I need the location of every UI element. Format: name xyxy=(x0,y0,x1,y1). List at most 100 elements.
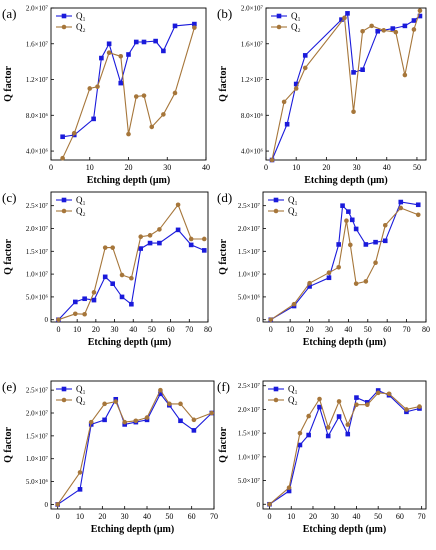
legend-entry: Q₁ xyxy=(291,11,301,21)
x-tick-label: 20 xyxy=(322,163,330,172)
data-point xyxy=(381,28,387,33)
data-point xyxy=(345,431,351,437)
legend-entry: Q₂ xyxy=(76,206,86,216)
data-point xyxy=(317,404,322,410)
y-tick-label: 2.0×10⁷ xyxy=(241,5,264,13)
legend-entry: Q₁ xyxy=(76,11,86,21)
x-axis-label: Etching depth (μm) xyxy=(91,524,174,535)
x-tick-label: 20 xyxy=(125,163,133,172)
data-point xyxy=(302,53,308,58)
x-tick-label: 70 xyxy=(210,512,218,521)
data-point xyxy=(188,242,194,248)
data-point xyxy=(345,422,351,427)
x-tick-label: 30 xyxy=(111,325,119,334)
y-tick-label: 1.5×10⁷ xyxy=(26,432,49,440)
x-tick-label: 30 xyxy=(121,512,129,521)
data-point xyxy=(382,222,388,228)
data-point xyxy=(95,84,100,89)
data-point xyxy=(88,419,94,425)
legend-entry: Q₂ xyxy=(291,22,301,32)
data-point xyxy=(269,157,275,163)
data-point xyxy=(351,70,356,75)
x-tick-label: 0 xyxy=(269,325,273,334)
x-tick-label: 0 xyxy=(268,512,272,521)
y-tick-label: 8.0×10⁶ xyxy=(26,112,49,120)
data-point xyxy=(201,248,207,253)
x-axis-label: Etching depth (μm) xyxy=(303,524,386,535)
data-point xyxy=(106,41,112,47)
chart-panel: (b) 0 10 20 30 40 50 4.0×10⁶ 8.0×10⁶ 1.2×10⁷ 1.6×1… xyxy=(217,5,427,186)
x-tick-label: 60 xyxy=(167,325,175,334)
data-point xyxy=(363,242,369,247)
data-point xyxy=(129,275,134,281)
data-point xyxy=(402,72,408,78)
legend-marker xyxy=(61,397,67,403)
y-tick-label: 1.6×10⁷ xyxy=(26,40,49,48)
data-point xyxy=(373,239,378,245)
data-point xyxy=(141,93,147,98)
data-point xyxy=(325,425,331,430)
data-point xyxy=(126,131,131,137)
data-point xyxy=(375,28,380,34)
data-point xyxy=(138,234,144,240)
legend-entry: Q₂ xyxy=(288,206,298,216)
y-tick-label: 0 xyxy=(45,316,49,324)
data-point xyxy=(306,413,311,419)
x-tick-label: 40 xyxy=(383,163,391,172)
y-tick-label: 5.0×10⁶ xyxy=(238,293,261,301)
data-point xyxy=(342,15,347,21)
data-point xyxy=(113,399,119,404)
legend-entry: Q₂ xyxy=(76,395,86,405)
y-tick-label: 2.5×10⁷ xyxy=(26,202,49,210)
x-tick-label: 70 xyxy=(185,325,193,334)
legend-marker xyxy=(276,13,282,19)
data-point xyxy=(118,53,124,59)
legend-entry: Q₁ xyxy=(76,195,86,205)
x-axis-label: Etching depth (μm) xyxy=(87,175,170,186)
y-tick-label: 1.5×10⁷ xyxy=(26,248,49,256)
data-point xyxy=(404,407,409,412)
series-line xyxy=(269,389,420,505)
series-line xyxy=(269,392,420,505)
panel-label: (f) xyxy=(217,379,230,394)
data-point xyxy=(317,396,322,402)
data-point xyxy=(307,284,312,289)
data-point xyxy=(122,419,127,425)
data-point xyxy=(175,227,181,233)
data-point xyxy=(119,294,125,300)
y-tick-label: 1.0×10⁷ xyxy=(26,271,49,279)
data-point xyxy=(72,311,78,317)
y-tick-label: 4.0×10⁶ xyxy=(241,148,264,156)
data-point xyxy=(404,409,409,415)
x-tick-label: 20 xyxy=(98,512,106,521)
data-point xyxy=(91,290,97,295)
data-point xyxy=(351,109,356,115)
x-tick-label: 10 xyxy=(287,512,295,521)
data-point xyxy=(346,209,351,214)
data-point xyxy=(118,80,124,86)
data-point xyxy=(144,415,150,420)
data-point xyxy=(297,442,303,448)
y-tick-label: 4.0×10⁶ xyxy=(26,148,49,156)
plot-frame xyxy=(262,191,427,323)
legend-marker xyxy=(273,197,279,203)
y-tick-label: 0 xyxy=(257,501,261,509)
data-point xyxy=(415,212,421,218)
data-point xyxy=(175,202,181,208)
legend-marker xyxy=(273,208,279,214)
data-point xyxy=(354,402,359,408)
data-point xyxy=(336,414,342,419)
x-tick-label: 50 xyxy=(165,512,173,521)
data-point xyxy=(284,121,290,127)
x-tick-label: 20 xyxy=(306,325,314,334)
y-tick-label: 2.0×10⁷ xyxy=(238,225,261,233)
data-point xyxy=(141,39,147,45)
data-point xyxy=(147,240,153,246)
plot-frame xyxy=(50,380,215,510)
y-tick-label: 1.5×10⁷ xyxy=(238,430,261,438)
data-point xyxy=(158,391,163,397)
panel-label: (b) xyxy=(217,6,232,21)
data-point xyxy=(157,240,162,246)
data-point xyxy=(336,264,341,270)
data-point xyxy=(209,410,215,416)
